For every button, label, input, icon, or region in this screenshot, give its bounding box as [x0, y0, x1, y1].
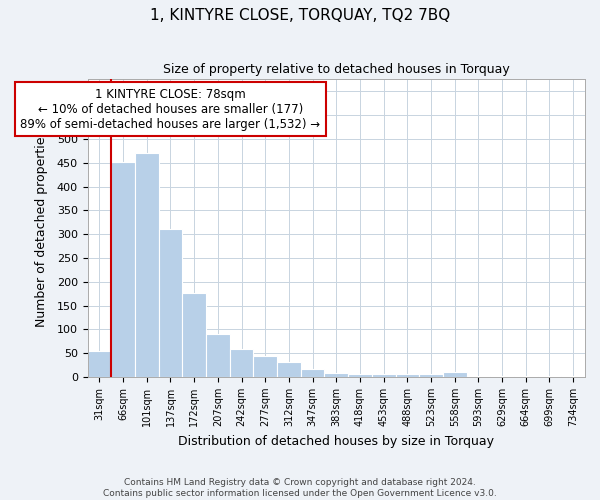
Bar [88, 351, 111, 377]
Text: 1, KINTYRE CLOSE, TORQUAY, TQ2 7BQ: 1, KINTYRE CLOSE, TORQUAY, TQ2 7BQ [150, 8, 450, 22]
Bar [158, 230, 182, 377]
Text: Contains HM Land Registry data © Crown copyright and database right 2024.
Contai: Contains HM Land Registry data © Crown c… [103, 478, 497, 498]
Bar [230, 350, 253, 377]
Bar [443, 372, 467, 377]
Bar [372, 374, 395, 377]
Bar [562, 376, 585, 377]
Bar [419, 374, 443, 377]
Bar [277, 362, 301, 377]
Bar [301, 370, 325, 377]
Bar [135, 153, 158, 377]
Bar [348, 374, 372, 377]
Bar [111, 162, 135, 377]
Y-axis label: Number of detached properties: Number of detached properties [35, 130, 49, 326]
Bar [206, 334, 230, 377]
Bar [182, 292, 206, 377]
Title: Size of property relative to detached houses in Torquay: Size of property relative to detached ho… [163, 62, 509, 76]
Bar [253, 356, 277, 377]
X-axis label: Distribution of detached houses by size in Torquay: Distribution of detached houses by size … [178, 434, 494, 448]
Bar [325, 373, 348, 377]
Text: 1 KINTYRE CLOSE: 78sqm
← 10% of detached houses are smaller (177)
89% of semi-de: 1 KINTYRE CLOSE: 78sqm ← 10% of detached… [20, 88, 320, 130]
Bar [395, 374, 419, 377]
